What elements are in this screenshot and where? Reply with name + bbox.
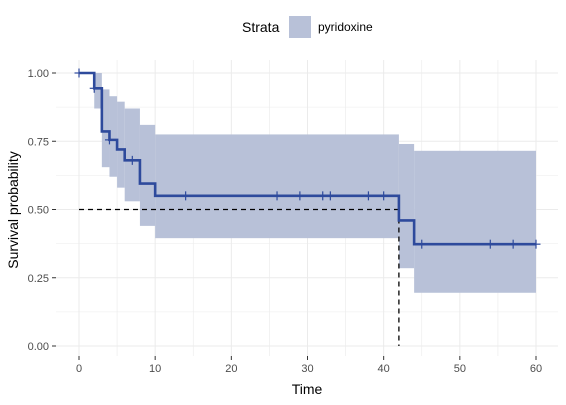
censor-mark: [181, 191, 191, 201]
censor-mark: [295, 191, 305, 201]
x-axis: 0 10 20 30 40 50 60: [76, 356, 542, 375]
survival-curve-pyridoxine: [79, 71, 536, 246]
y-tick-label: 0.25: [28, 273, 49, 285]
ci-band-segment: [398, 143, 415, 269]
censor-mark: [74, 68, 84, 78]
x-tick-label: 30: [301, 363, 313, 375]
y-axis-title: Survival probability: [5, 151, 21, 269]
ci-band-segment: [94, 73, 102, 109]
ci-band-segment: [109, 96, 118, 177]
censor-mark: [104, 135, 114, 145]
censor-mark: [325, 191, 335, 201]
x-axis-title: Time: [292, 381, 323, 397]
censor-mark: [127, 155, 137, 165]
ci-band-layer: [94, 73, 536, 293]
x-tick-label: 20: [225, 363, 237, 375]
y-tick-label: 0.50: [28, 205, 49, 217]
legend-key-swatch: [289, 16, 311, 38]
censor-mark: [531, 239, 541, 249]
censor-mark: [417, 239, 427, 249]
x-tick-label: 50: [454, 363, 466, 375]
x-tick-label: 60: [530, 363, 542, 375]
legend: Strata pyridoxine: [242, 16, 373, 38]
survival-curve-layer: [79, 71, 536, 246]
censor-mark: [379, 191, 389, 201]
y-tick-label: 0.75: [28, 136, 49, 148]
ci-band-segment: [117, 101, 125, 188]
legend-label-pyridoxine: pyridoxine: [318, 20, 373, 34]
median-lines: [79, 208, 400, 346]
ci-band-segment: [155, 134, 399, 239]
censor-mark: [508, 239, 518, 249]
ci-band-segment: [124, 108, 140, 202]
y-tick-label: 0.00: [28, 341, 49, 353]
x-tick-label: 0: [76, 363, 82, 375]
y-axis: 0.00 0.25 0.50 0.75 1.00: [28, 68, 56, 353]
x-tick-label: 10: [149, 363, 161, 375]
censor-mark: [363, 191, 373, 201]
censor-mark: [272, 191, 282, 201]
censor-mark: [89, 83, 99, 93]
censor-mark: [318, 191, 328, 201]
censor-marks: [74, 68, 541, 249]
ci-band-segment: [139, 124, 156, 226]
legend-title: Strata: [242, 19, 280, 35]
ci-band-segment: [101, 89, 110, 168]
censor-mark: [485, 239, 495, 249]
ci-band-segment: [414, 150, 536, 293]
x-tick-label: 40: [378, 363, 390, 375]
y-tick-label: 1.00: [28, 68, 49, 80]
